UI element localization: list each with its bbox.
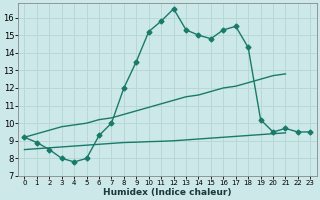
- X-axis label: Humidex (Indice chaleur): Humidex (Indice chaleur): [103, 188, 232, 197]
